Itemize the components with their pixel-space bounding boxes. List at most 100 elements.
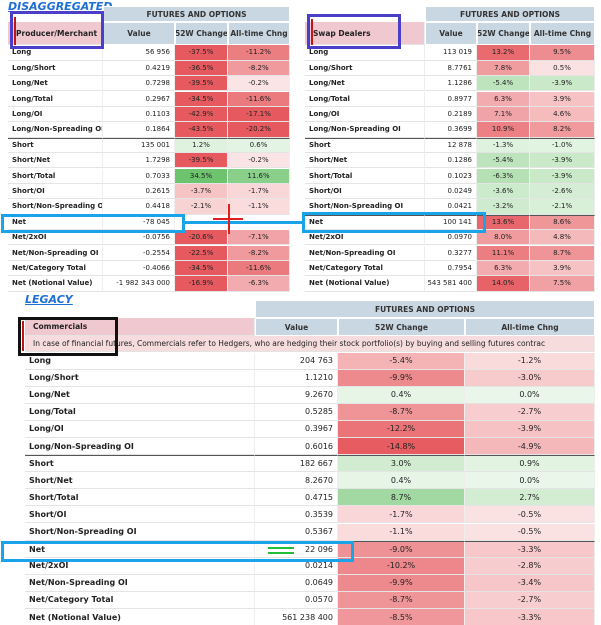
change-cell: 4.6% xyxy=(530,106,595,123)
change-cell: -3.6% xyxy=(477,183,530,200)
change-cell: -1.7% xyxy=(338,506,465,524)
change-cell: -42.9% xyxy=(175,106,228,123)
change-cell: 0.9% xyxy=(465,455,595,473)
change-cell: -43.5% xyxy=(175,122,228,138)
change-cell: -0.2% xyxy=(228,76,290,92)
value-cell: 0.3539 xyxy=(255,506,338,524)
change-cell: 3.9% xyxy=(530,260,595,277)
section-title: LEGACY xyxy=(25,293,73,306)
change-cell: 8.7% xyxy=(530,245,595,261)
row-label: Long/Short xyxy=(25,369,255,387)
change-cell: 13.2% xyxy=(477,45,530,61)
row-label: Short/Net xyxy=(25,472,255,490)
value-cell: 56 956 xyxy=(103,45,175,61)
table-header: FUTURES AND OPTIONS xyxy=(103,6,290,22)
value-cell: 9.2670 xyxy=(255,386,338,404)
change-cell: -9.0% xyxy=(338,540,465,558)
change-cell: 7.8% xyxy=(477,60,530,77)
change-cell: 6.3% xyxy=(477,260,530,277)
value-cell: 0.5367 xyxy=(255,523,338,541)
note: In case of financial futures, Commercial… xyxy=(25,336,595,352)
change-cell: -20.6% xyxy=(175,230,228,246)
row-label: Long/Net xyxy=(25,386,255,404)
change-cell: 11.6% xyxy=(228,168,290,184)
value-cell: 0.5285 xyxy=(255,403,338,421)
column-header: Value xyxy=(103,22,175,45)
change-cell: 7.5% xyxy=(530,276,595,292)
change-cell: -11.6% xyxy=(228,260,290,277)
value-cell: 182 667 xyxy=(255,455,338,473)
row-label: Net/Category Total xyxy=(8,260,103,277)
row-label: Short/Net xyxy=(305,153,425,169)
value-cell: 0.3277 xyxy=(425,245,477,261)
change-cell: -5.4% xyxy=(338,352,465,370)
row-label: Long/Total xyxy=(305,91,425,107)
value-cell: 0.0570 xyxy=(255,591,338,609)
value-cell: 0.3699 xyxy=(425,122,477,138)
row-label: Net (Notional Value) xyxy=(305,276,425,292)
column-header: Value xyxy=(425,22,477,45)
row-label: Net/Non-Spreading OI xyxy=(305,245,425,261)
value-cell: 1.1286 xyxy=(425,76,477,92)
value-cell: 2 543 581 400 xyxy=(425,276,477,292)
change-cell: -2.8% xyxy=(465,557,595,575)
row-label: Long/OI xyxy=(25,420,255,438)
change-cell: 3.0% xyxy=(338,455,465,473)
change-cell: 3.9% xyxy=(530,91,595,107)
value-cell: 113 019 xyxy=(425,45,477,61)
highlight-box xyxy=(1,541,354,562)
row-label: Short/OI xyxy=(25,506,255,524)
change-cell: -34.5% xyxy=(175,260,228,277)
value-cell: 100 141 xyxy=(425,214,477,231)
value-cell: 0.4715 xyxy=(255,489,338,507)
value-cell: 0.6016 xyxy=(255,438,338,456)
change-cell: -2.1% xyxy=(530,199,595,215)
change-cell: -3.3% xyxy=(465,540,595,558)
change-cell: -0.5% xyxy=(465,506,595,524)
marker xyxy=(14,17,16,45)
cross xyxy=(228,204,230,234)
change-cell: 14.0% xyxy=(477,276,530,292)
value-cell: 0.0214 xyxy=(255,557,338,575)
change-cell: -6.3% xyxy=(228,276,290,292)
row-label: Long xyxy=(305,45,425,61)
value-cell: 0.2615 xyxy=(103,183,175,200)
value-cell: 8.7761 xyxy=(425,60,477,77)
change-cell: -1.1% xyxy=(228,199,290,215)
change-cell: -1.2% xyxy=(465,352,595,370)
highlight-box xyxy=(307,14,401,49)
change-cell: 1.2% xyxy=(175,137,228,154)
table-header: FUTURES AND OPTIONS xyxy=(255,300,595,318)
value-cell: 0.4219 xyxy=(103,60,175,77)
change-cell: -7.1% xyxy=(228,230,290,246)
row-label: Net/Non-Spreading OI xyxy=(8,245,103,261)
change-cell: 13.6% xyxy=(477,214,530,231)
change-cell: -0.5% xyxy=(465,523,595,541)
marker xyxy=(268,552,294,554)
value-cell: 0.1103 xyxy=(103,106,175,123)
change-cell: 11.1% xyxy=(477,245,530,261)
row-label: Long/Net xyxy=(8,76,103,92)
change-cell: -16.9% xyxy=(175,276,228,292)
row-label: Short xyxy=(8,137,103,154)
row-label: Long/Non-Spreading OI xyxy=(25,438,255,456)
value-cell: 1.7298 xyxy=(103,153,175,169)
change-cell: -39.5% xyxy=(175,153,228,169)
highlight-box xyxy=(10,11,104,49)
value-cell: 12 878 xyxy=(425,137,477,154)
marker xyxy=(311,19,313,45)
change-cell: -20.2% xyxy=(228,122,290,138)
row-label: Long/Net xyxy=(305,76,425,92)
marker xyxy=(22,321,24,351)
change-cell: -22.5% xyxy=(175,245,228,261)
change-cell: -3.3% xyxy=(465,609,595,625)
column-header: All-time Chng xyxy=(228,22,290,45)
change-cell: -2.7% xyxy=(465,403,595,421)
change-cell: 0.4% xyxy=(338,386,465,404)
change-cell: 8.2% xyxy=(530,122,595,138)
value-cell: 0.1023 xyxy=(425,168,477,184)
value-cell: 0.0649 xyxy=(255,574,338,592)
column-header: 52W Change xyxy=(175,22,228,45)
change-cell: -8.5% xyxy=(338,609,465,625)
